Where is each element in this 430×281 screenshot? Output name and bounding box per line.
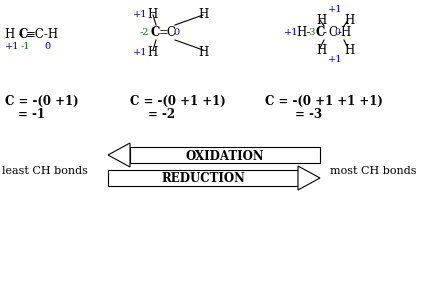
Text: -: - xyxy=(322,26,326,39)
Text: H: H xyxy=(315,14,326,27)
Text: H: H xyxy=(197,8,208,21)
Text: H: H xyxy=(147,46,157,59)
Text: 0: 0 xyxy=(172,28,179,37)
Text: +1: +1 xyxy=(133,48,147,57)
Text: -H: -H xyxy=(337,26,351,39)
Text: = -2: = -2 xyxy=(147,108,175,121)
Text: 0: 0 xyxy=(333,28,339,37)
Text: C: C xyxy=(315,26,325,39)
Text: H: H xyxy=(343,14,353,27)
Text: -2: -2 xyxy=(140,28,149,37)
Text: -1: -1 xyxy=(21,42,31,51)
Text: H -: H - xyxy=(5,28,23,41)
Text: +1: +1 xyxy=(327,5,342,14)
Text: 0: 0 xyxy=(44,42,50,51)
Text: most CH bonds: most CH bonds xyxy=(329,166,415,176)
Text: H: H xyxy=(343,44,353,57)
Text: = -3: = -3 xyxy=(294,108,321,121)
Text: -3: -3 xyxy=(306,28,316,37)
Text: +1: +1 xyxy=(133,10,147,19)
Text: H-: H- xyxy=(295,26,310,39)
Text: = -1: = -1 xyxy=(18,108,45,121)
Text: least CH bonds: least CH bonds xyxy=(2,166,88,176)
Text: C: C xyxy=(19,28,28,41)
Bar xyxy=(108,170,297,186)
Polygon shape xyxy=(108,143,130,167)
Text: OXIDATION: OXIDATION xyxy=(185,149,264,162)
Text: H: H xyxy=(315,44,326,57)
Text: +1: +1 xyxy=(327,55,342,64)
Polygon shape xyxy=(297,166,319,190)
Text: C: C xyxy=(150,26,160,39)
Text: C = -(0 +1 +1): C = -(0 +1 +1) xyxy=(130,95,225,108)
Text: =: = xyxy=(159,26,169,39)
Text: +1: +1 xyxy=(5,42,19,51)
Text: H: H xyxy=(147,8,157,21)
Bar xyxy=(130,147,319,163)
Text: C: C xyxy=(327,26,336,39)
Text: REDUCTION: REDUCTION xyxy=(161,173,244,185)
Text: C: C xyxy=(166,26,175,39)
Text: H: H xyxy=(197,46,208,59)
Text: ≡C-H: ≡C-H xyxy=(26,28,59,41)
Text: +1: +1 xyxy=(283,28,298,37)
Text: C = -(0 +1 +1 +1): C = -(0 +1 +1 +1) xyxy=(264,95,382,108)
Text: C = -(0 +1): C = -(0 +1) xyxy=(5,95,78,108)
